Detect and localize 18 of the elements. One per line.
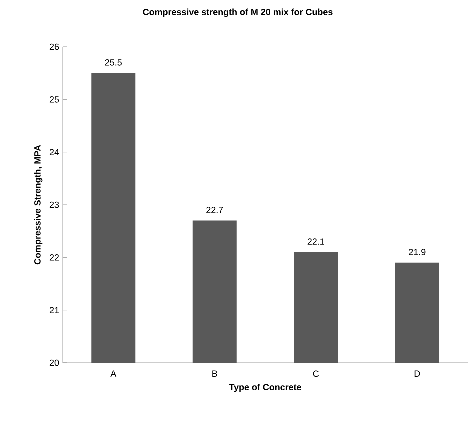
y-tick-label: 20 <box>50 360 60 366</box>
data-label: 22.1 <box>308 238 324 245</box>
x-axis-title: Type of Concrete <box>229 384 302 392</box>
x-tick-label: C <box>313 370 320 378</box>
y-tick-label: 26 <box>50 44 60 50</box>
y-tick-label: 23 <box>50 202 60 208</box>
x-tick-label: D <box>414 370 420 377</box>
y-tick-label: 25 <box>50 96 60 103</box>
data-label: 22.7 <box>206 207 224 214</box>
y-tick-label: 22 <box>50 254 60 261</box>
y-axis-title: Compressive Strength, MPA <box>34 145 43 265</box>
y-tick-label: 24 <box>50 149 60 156</box>
chart-title: Compressive strength of M 20 mix for Cubes <box>143 8 333 18</box>
x-tick-label: B <box>212 370 218 377</box>
data-label: 21.9 <box>409 249 426 256</box>
data-label: 25.5 <box>105 59 122 66</box>
y-tick-label: 21 <box>50 307 60 314</box>
x-tick-label: A <box>110 370 117 377</box>
